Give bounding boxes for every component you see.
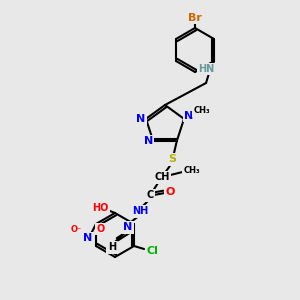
Text: CH₃: CH₃ <box>194 106 210 115</box>
Text: H: H <box>108 242 116 252</box>
Text: N: N <box>184 111 194 121</box>
Text: N: N <box>136 114 146 124</box>
Text: CH: CH <box>154 172 170 182</box>
Text: O: O <box>165 187 174 197</box>
Text: N: N <box>144 136 153 146</box>
Text: C: C <box>146 190 153 200</box>
Text: NH: NH <box>132 206 148 216</box>
Text: O: O <box>97 224 105 234</box>
Text: CH₃: CH₃ <box>183 166 200 175</box>
Text: N: N <box>83 233 93 243</box>
Text: N: N <box>123 222 132 232</box>
Text: HO: HO <box>92 203 108 213</box>
Text: S: S <box>168 154 176 164</box>
Text: O⁻: O⁻ <box>70 224 82 233</box>
Text: Cl: Cl <box>146 246 158 256</box>
Text: HN: HN <box>198 64 214 74</box>
Text: Br: Br <box>188 13 202 23</box>
